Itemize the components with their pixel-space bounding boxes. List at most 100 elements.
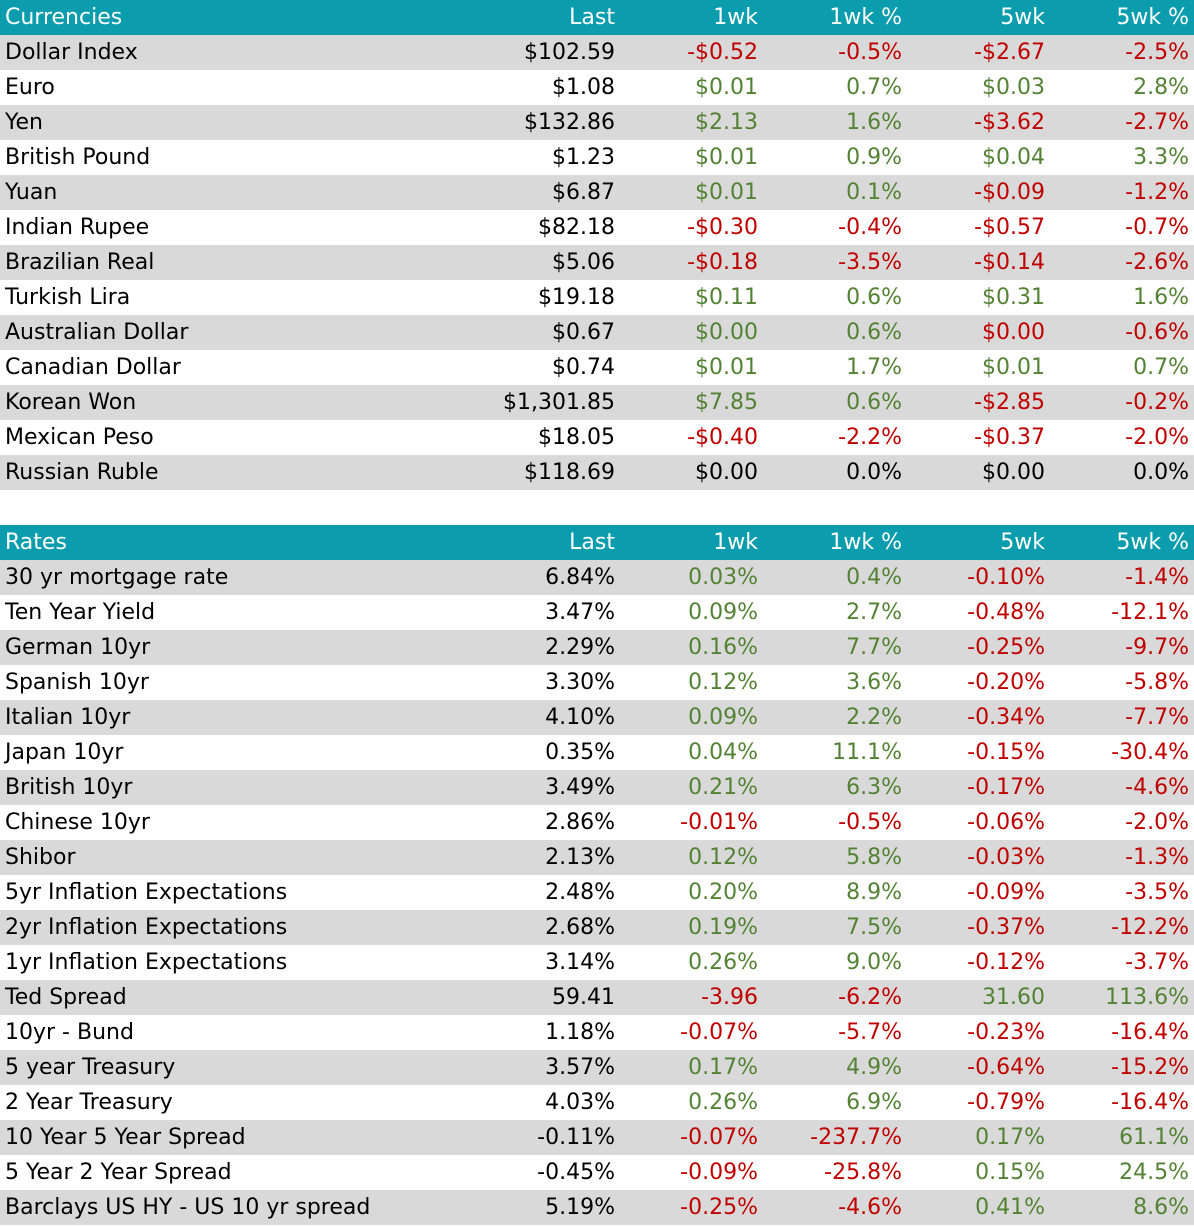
rates-table: Rates Last 1wk 1wk % 5wk 5wk % 30 yr mor… <box>0 525 1194 1225</box>
change-5wk-pct: -2.7% <box>1050 105 1194 140</box>
change-5wk: -0.48% <box>907 595 1050 630</box>
change-5wk-pct: -0.6% <box>1050 315 1194 350</box>
column-header-1wk-pct: 1wk % <box>763 0 907 35</box>
table-row: Ted Spread 59.41 -3.96 -6.2% 31.60 113.6% <box>0 980 1194 1015</box>
last-value: $82.18 <box>480 210 620 245</box>
change-1wk-pct: -2.2% <box>763 420 907 455</box>
table-row: 10yr - Bund 1.18% -0.07% -5.7% -0.23% -16.4% <box>0 1015 1194 1050</box>
last-value: $0.67 <box>480 315 620 350</box>
row-label: Mexican Peso <box>0 420 480 455</box>
change-5wk: 0.41% <box>907 1190 1050 1225</box>
change-5wk: $0.00 <box>907 455 1050 490</box>
change-5wk: 31.60 <box>907 980 1050 1015</box>
change-5wk: -0.06% <box>907 805 1050 840</box>
row-label: British 10yr <box>0 770 480 805</box>
row-label: Yen <box>0 105 480 140</box>
last-value: 5.19% <box>480 1190 620 1225</box>
row-label: Chinese 10yr <box>0 805 480 840</box>
change-5wk: -0.15% <box>907 735 1050 770</box>
row-label: Barclays US HY - US 10 yr spread <box>0 1190 480 1225</box>
rates-section-title: Rates <box>0 525 480 560</box>
last-value: -0.11% <box>480 1120 620 1155</box>
change-5wk: -0.37% <box>907 910 1050 945</box>
change-1wk: 0.04% <box>620 735 763 770</box>
last-value: $6.87 <box>480 175 620 210</box>
change-1wk: -0.09% <box>620 1155 763 1190</box>
row-label: British Pound <box>0 140 480 175</box>
column-header-last: Last <box>480 525 620 560</box>
change-1wk-pct: 5.8% <box>763 840 907 875</box>
change-1wk: $0.01 <box>620 350 763 385</box>
table-row: Spanish 10yr 3.30% 0.12% 3.6% -0.20% -5.8% <box>0 665 1194 700</box>
rates-header-row: Rates Last 1wk 1wk % 5wk 5wk % <box>0 525 1194 560</box>
row-label: Yuan <box>0 175 480 210</box>
change-1wk: 0.12% <box>620 840 763 875</box>
change-1wk-pct: -0.5% <box>763 805 907 840</box>
change-1wk-pct: 0.6% <box>763 385 907 420</box>
change-5wk: -0.34% <box>907 700 1050 735</box>
last-value: $0.74 <box>480 350 620 385</box>
last-value: $18.05 <box>480 420 620 455</box>
change-1wk-pct: 4.9% <box>763 1050 907 1085</box>
change-5wk: $0.00 <box>907 315 1050 350</box>
change-5wk-pct: 8.6% <box>1050 1190 1194 1225</box>
row-label: Spanish 10yr <box>0 665 480 700</box>
last-value: 3.47% <box>480 595 620 630</box>
change-1wk: -$0.40 <box>620 420 763 455</box>
change-1wk-pct: 3.6% <box>763 665 907 700</box>
row-label: 1yr Inflation Expectations <box>0 945 480 980</box>
last-value: 3.30% <box>480 665 620 700</box>
change-1wk-pct: -6.2% <box>763 980 907 1015</box>
change-5wk-pct: -2.0% <box>1050 420 1194 455</box>
change-1wk: -$0.18 <box>620 245 763 280</box>
table-row: Korean Won $1,301.85 $7.85 0.6% -$2.85 -0.2% <box>0 385 1194 420</box>
change-1wk-pct: 11.1% <box>763 735 907 770</box>
column-header-5wk-pct: 5wk % <box>1050 525 1194 560</box>
last-value: $132.86 <box>480 105 620 140</box>
last-value: 4.10% <box>480 700 620 735</box>
row-label: Ted Spread <box>0 980 480 1015</box>
change-5wk-pct: -3.7% <box>1050 945 1194 980</box>
change-5wk: -0.17% <box>907 770 1050 805</box>
change-1wk-pct: 0.9% <box>763 140 907 175</box>
change-1wk: -$0.30 <box>620 210 763 245</box>
last-value: 4.03% <box>480 1085 620 1120</box>
change-1wk-pct: 0.6% <box>763 315 907 350</box>
change-1wk-pct: 6.9% <box>763 1085 907 1120</box>
column-header-5wk: 5wk <box>907 0 1050 35</box>
change-5wk-pct: 113.6% <box>1050 980 1194 1015</box>
last-value: $19.18 <box>480 280 620 315</box>
change-5wk-pct: 2.8% <box>1050 70 1194 105</box>
change-1wk: 0.21% <box>620 770 763 805</box>
change-1wk-pct: 2.2% <box>763 700 907 735</box>
change-5wk-pct: 3.3% <box>1050 140 1194 175</box>
table-row: Euro $1.08 $0.01 0.7% $0.03 2.8% <box>0 70 1194 105</box>
table-row: Russian Ruble $118.69 $0.00 0.0% $0.00 0.0% <box>0 455 1194 490</box>
table-row: 5 Year 2 Year Spread -0.45% -0.09% -25.8% 0.… <box>0 1155 1194 1190</box>
change-1wk-pct: -25.8% <box>763 1155 907 1190</box>
table-row: Barclays US HY - US 10 yr spread 5.19% -0.… <box>0 1190 1194 1225</box>
change-1wk-pct: 0.0% <box>763 455 907 490</box>
change-5wk: -0.09% <box>907 875 1050 910</box>
change-5wk-pct: -2.0% <box>1050 805 1194 840</box>
change-1wk-pct: 1.7% <box>763 350 907 385</box>
currencies-rows: Dollar Index $102.59 -$0.52 -0.5% -$2.67 -2.5… <box>0 35 1194 490</box>
row-label: Russian Ruble <box>0 455 480 490</box>
last-value: 3.49% <box>480 770 620 805</box>
change-5wk: -0.23% <box>907 1015 1050 1050</box>
change-5wk: 0.15% <box>907 1155 1050 1190</box>
column-header-1wk: 1wk <box>620 525 763 560</box>
table-row: 1yr Inflation Expectations 3.14% 0.26% 9.0%… <box>0 945 1194 980</box>
change-1wk-pct: 6.3% <box>763 770 907 805</box>
table-row: Indian Rupee $82.18 -$0.30 -0.4% -$0.57 -0.7% <box>0 210 1194 245</box>
change-5wk-pct: -4.6% <box>1050 770 1194 805</box>
change-5wk: -$0.57 <box>907 210 1050 245</box>
table-row: Canadian Dollar $0.74 $0.01 1.7% $0.01 0.7% <box>0 350 1194 385</box>
table-row: 5 year Treasury 3.57% 0.17% 4.9% -0.64% -15.2… <box>0 1050 1194 1085</box>
change-1wk: $0.00 <box>620 315 763 350</box>
last-value: 0.35% <box>480 735 620 770</box>
change-5wk: 0.17% <box>907 1120 1050 1155</box>
change-1wk: 0.12% <box>620 665 763 700</box>
row-label: Brazilian Real <box>0 245 480 280</box>
table-row: Dollar Index $102.59 -$0.52 -0.5% -$2.67 -2.5… <box>0 35 1194 70</box>
